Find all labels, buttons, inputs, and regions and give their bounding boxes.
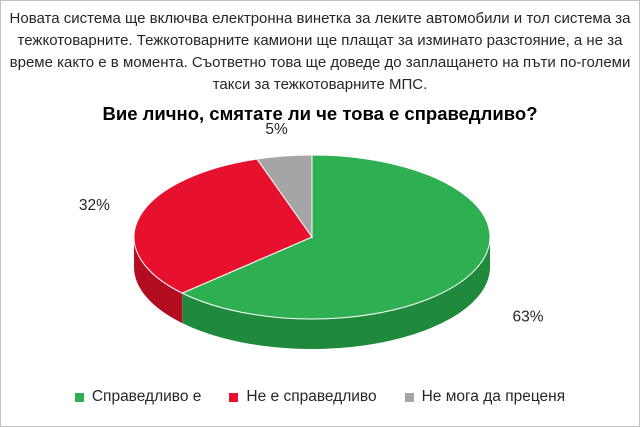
legend-item-fair: Справедливо е [74, 388, 202, 406]
pie-slice-undecided [256, 154, 313, 239]
intro-text: Новата система ще включва електронна вин… [9, 10, 631, 93]
pie-slice-fair [181, 154, 491, 320]
legend-item-unfair: Не е справедливо [229, 388, 377, 406]
pie-side-fair [182, 237, 490, 349]
legend-swatch-undecided [404, 392, 414, 402]
pie-label-group: 63% 32% 5% [79, 121, 544, 325]
data-label-unfair: 32% [79, 197, 110, 214]
pie-side-group [134, 237, 490, 349]
legend-label-unfair: Не е справедливо [246, 388, 377, 405]
legend-label-fair: Справедливо е [91, 388, 202, 405]
data-label-fair: 63% [513, 309, 544, 326]
pie-side-unfair [134, 237, 183, 324]
legend-item-undecided: Не мога да преценя [404, 388, 566, 406]
legend-swatch-unfair [229, 392, 239, 402]
legend-swatch-fair [74, 392, 84, 402]
data-label-undecided: 5% [265, 121, 288, 138]
legend: Справедливо е Не е справедливо Не мога д… [0, 388, 640, 406]
legend-label-undecided: Не мога да преценя [421, 388, 566, 405]
chart-title: Вие лично, смятате ли че това е справедл… [102, 103, 538, 124]
pie-top-group [133, 154, 491, 320]
pie-slice-unfair [133, 158, 313, 294]
